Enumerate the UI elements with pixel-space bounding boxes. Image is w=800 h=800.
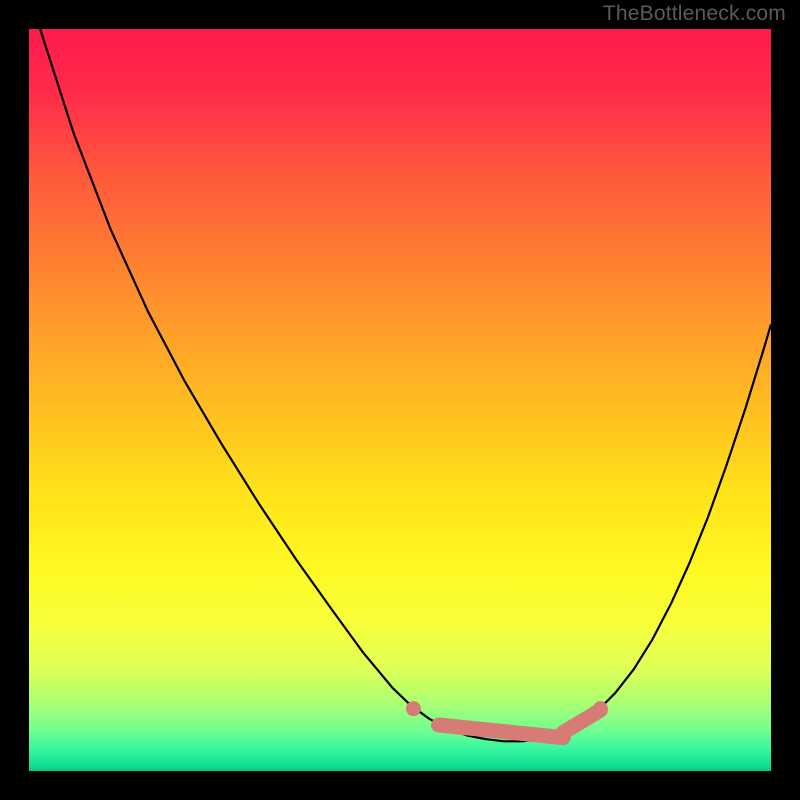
bottleneck-curve <box>40 29 771 741</box>
plot-svg <box>29 29 771 771</box>
plot-area <box>29 29 771 771</box>
highlight-band <box>406 701 608 737</box>
watermark-text: TheBottleneck.com <box>603 2 786 26</box>
chart-container: TheBottleneck.com <box>0 0 800 800</box>
